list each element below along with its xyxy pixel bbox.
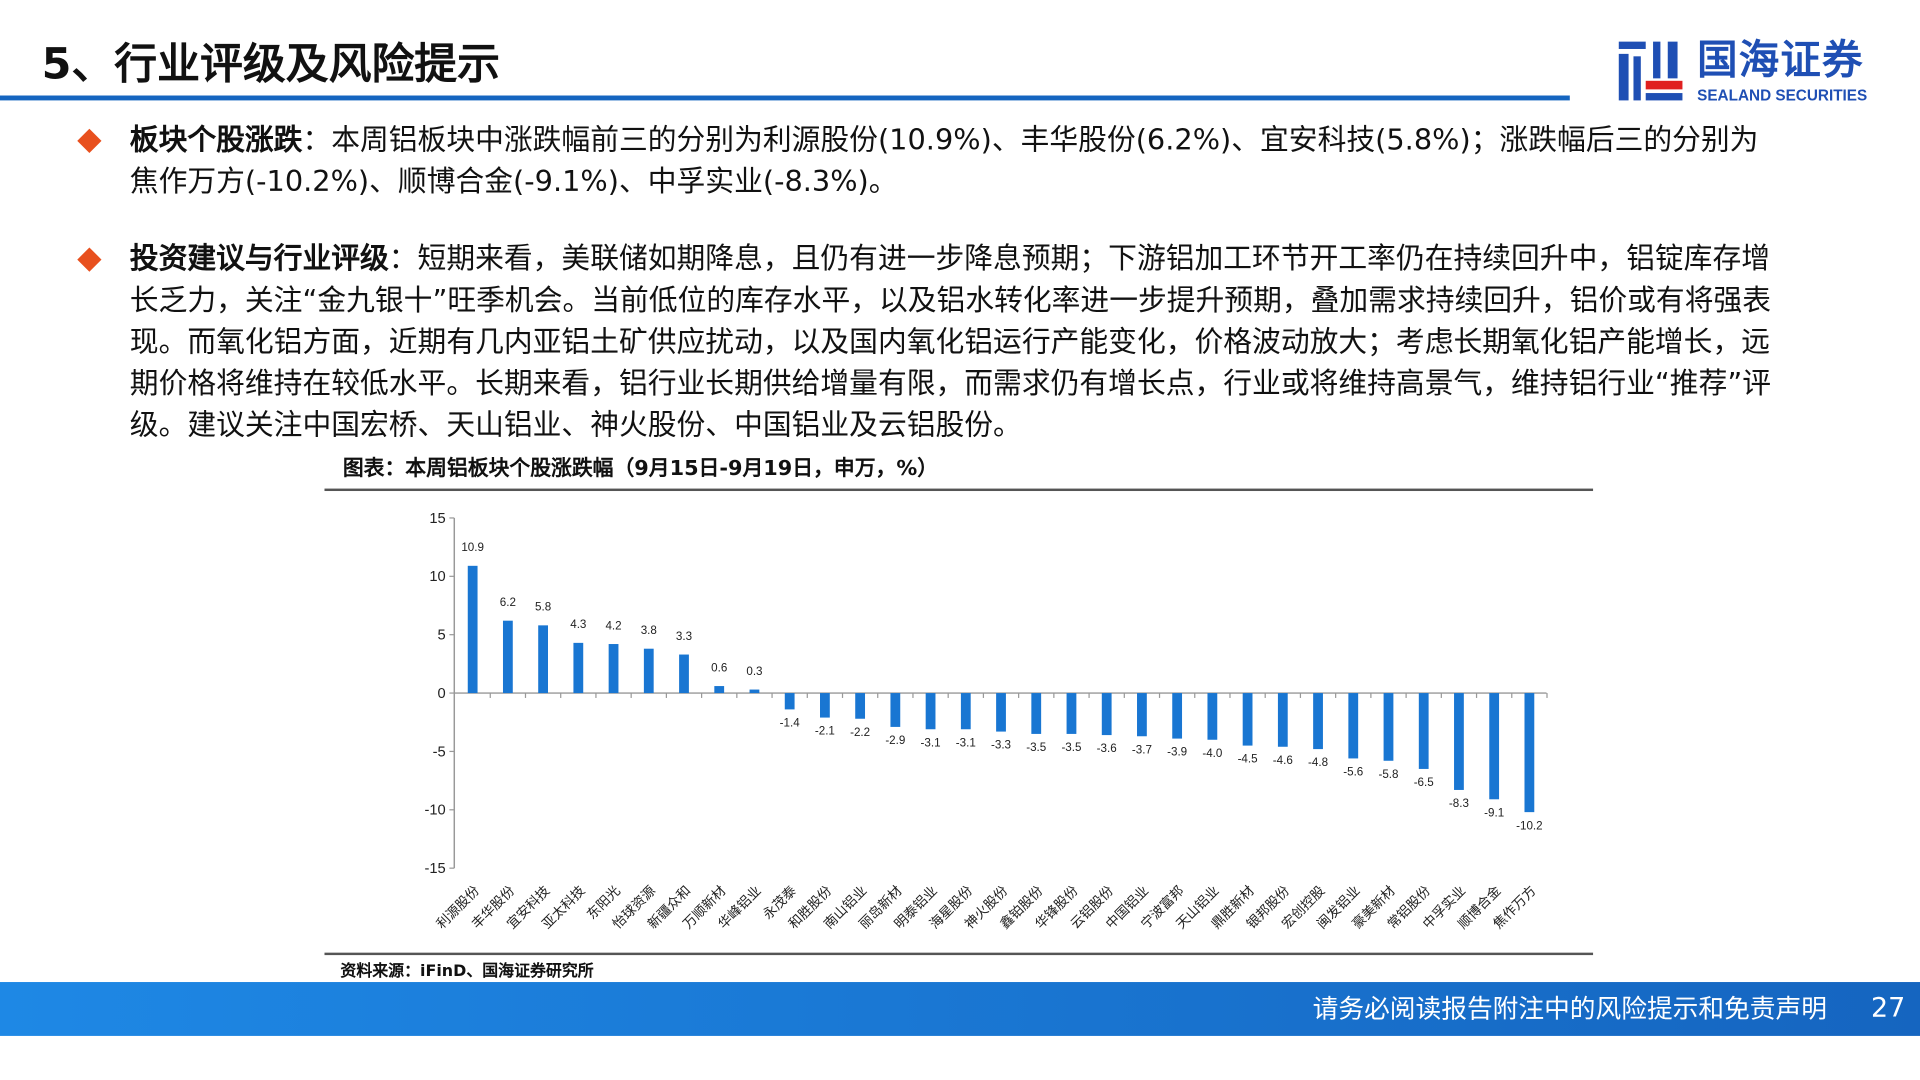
separator: ： <box>302 122 332 157</box>
bar <box>996 693 1006 732</box>
data-label: -5.6 <box>1343 766 1363 779</box>
y-tick-label: -15 <box>424 861 445 877</box>
y-tick-label: 15 <box>429 511 445 527</box>
bar <box>1313 693 1323 750</box>
data-label: 3.8 <box>641 624 657 637</box>
data-label: -9.1 <box>1484 806 1504 819</box>
data-label: 6.2 <box>500 596 516 609</box>
chart-title: 图表：本周铝板块个股涨跌幅（9月15日-9月19日，申万，%） <box>342 456 939 482</box>
data-label: -3.7 <box>1132 743 1152 756</box>
data-label: -4.6 <box>1273 754 1293 767</box>
logo-text-cn: 国海证券 <box>1697 35 1864 84</box>
bar <box>679 654 689 694</box>
data-label: -3.5 <box>1061 741 1081 754</box>
bar <box>1207 693 1218 740</box>
data-label: -3.1 <box>921 736 941 749</box>
company-logo: 国海证券 SEALAND SECURITIES <box>1614 35 1896 108</box>
data-label: 4.2 <box>605 619 621 632</box>
data-label: 10.9 <box>461 541 484 554</box>
bar <box>1489 693 1500 800</box>
data-label: 0.6 <box>711 661 727 674</box>
logo-mark-icon <box>1618 41 1683 101</box>
data-label: 4.3 <box>570 618 586 631</box>
chart-top-rule <box>324 488 1594 492</box>
data-label: -2.9 <box>885 734 905 747</box>
bar <box>1172 693 1183 739</box>
bar <box>467 565 478 694</box>
data-label: -8.3 <box>1449 797 1469 810</box>
bullet-text: 短期来看，美联储如期降息，且仍有进一步降息预期；下游铝加工环节开工率仍在持续回升… <box>129 241 1772 443</box>
bar <box>1277 693 1288 747</box>
bar <box>960 693 971 730</box>
data-label: -2.1 <box>815 725 835 738</box>
data-label: -5.8 <box>1378 768 1398 781</box>
bar <box>890 693 901 727</box>
page-number: 27 <box>1871 993 1906 1024</box>
chart-source: 资料来源：iFinD、国海证券研究所 <box>340 962 594 981</box>
data-label: -3.9 <box>1167 746 1187 759</box>
bullet-label: 投资建议与行业评级 <box>129 241 389 276</box>
data-label: -4.5 <box>1238 753 1258 766</box>
title-underline <box>0 95 1570 101</box>
bar <box>1137 693 1147 737</box>
bar <box>1066 693 1077 734</box>
bar <box>820 693 830 718</box>
y-tick-label: 0 <box>438 686 446 702</box>
data-label: -3.5 <box>1026 741 1046 754</box>
bar <box>538 625 549 694</box>
bar <box>643 648 654 694</box>
bar <box>749 689 760 694</box>
y-tick-label: -10 <box>424 803 445 819</box>
slide-header: 5、行业评级及风险提示 国海证券 SEALAND SECURITIES <box>0 0 1920 119</box>
bullet-paragraph: 投资建议与行业评级：短期来看，美联储如期降息，且仍有进一步降息预期；下游铝加工环… <box>130 238 1783 446</box>
footer-bar: 请务必阅读报告附注中的风险提示和免责声明 27 <box>0 982 1920 1036</box>
bar <box>608 644 619 694</box>
disclaimer-link[interactable]: 请务必阅读报告附注中的风险提示和免责声明 <box>1312 994 1827 1024</box>
bar <box>1101 693 1112 736</box>
data-label: 3.3 <box>676 630 692 643</box>
data-label: -4.8 <box>1308 756 1328 769</box>
logo-text-en: SEALAND SECURITIES <box>1697 86 1868 105</box>
bar <box>1524 693 1535 813</box>
bar <box>925 693 936 730</box>
data-label: -3.6 <box>1097 742 1117 755</box>
data-label: -1.4 <box>780 717 801 730</box>
data-label: -6.5 <box>1414 776 1434 789</box>
bar <box>502 620 513 694</box>
y-tick-label: 5 <box>438 628 446 644</box>
bar <box>1242 693 1253 746</box>
bullet-text: 本周铝板块中涨跌幅前三的分别为利源股份(10.9%)、丰华股份(6.2%)、宜安… <box>129 122 1759 199</box>
bar <box>855 693 866 719</box>
data-label: -10.2 <box>1516 819 1543 832</box>
bar <box>1454 693 1464 790</box>
bar <box>1348 693 1359 759</box>
data-label: 0.3 <box>746 665 762 678</box>
bar <box>573 642 584 694</box>
separator: ： <box>388 241 418 276</box>
bar <box>1383 693 1394 761</box>
data-label: -4.0 <box>1202 747 1223 760</box>
chart-bottom-rule <box>324 952 1594 956</box>
bullet-investment-advice: 投资建议与行业评级：短期来看，美联储如期降息，且仍有进一步降息预期；下游铝加工环… <box>0 238 1783 446</box>
bar <box>1031 693 1042 734</box>
chart-section: 图表：本周铝板块个股涨跌幅（9月15日-9月19日，申万，%） 15 10 5 0 -5… <box>0 456 1920 983</box>
bullet-paragraph: 板块个股涨跌：本周铝板块中涨跌幅前三的分别为利源股份(10.9%)、丰华股份(6… <box>130 119 1783 202</box>
y-tick-label: 10 <box>429 569 445 585</box>
bar <box>1418 693 1429 769</box>
data-label: -3.1 <box>956 736 976 749</box>
page-title: 5、行业评级及风险提示 <box>41 40 501 90</box>
data-label: 5.8 <box>535 601 551 614</box>
data-label: -3.3 <box>991 739 1011 752</box>
data-label: -2.2 <box>850 726 870 739</box>
bar <box>714 686 725 694</box>
bar <box>784 693 795 710</box>
y-tick-label: -5 <box>433 744 446 760</box>
bar-chart: 151050-5-10-1510.9利源股份6.2丰华股份5.8宜安科技4.3亚… <box>424 511 1548 932</box>
bullet-label: 板块个股涨跌 <box>129 122 303 157</box>
bullet-stock-moves: 板块个股涨跌：本周铝板块中涨跌幅前三的分别为利源股份(10.9%)、丰华股份(6… <box>0 119 1783 202</box>
